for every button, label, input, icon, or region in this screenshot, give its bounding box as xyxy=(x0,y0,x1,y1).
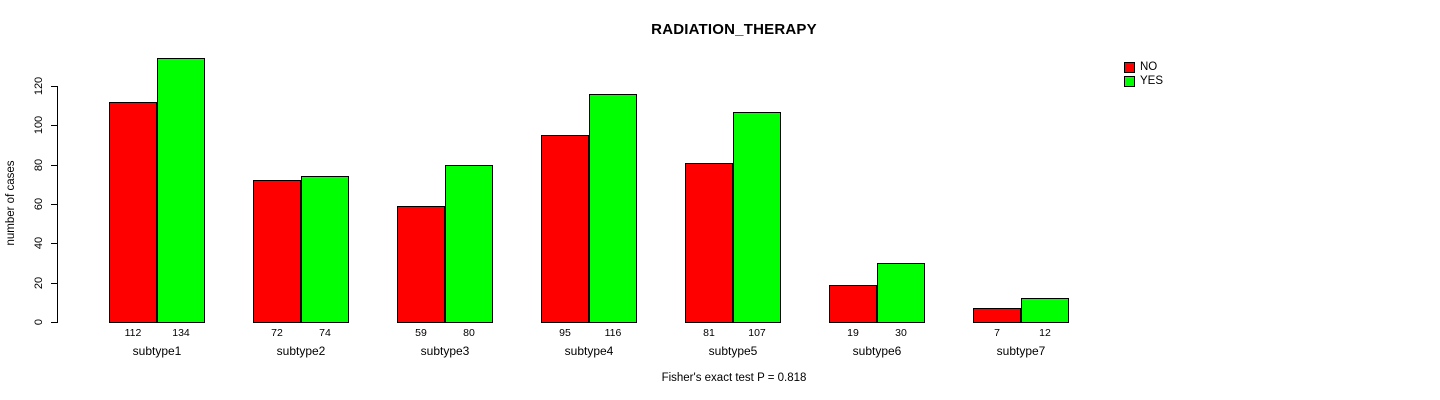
legend-item-no: NO xyxy=(1124,61,1163,73)
category-label-subtype4: subtype4 xyxy=(564,344,614,358)
category-label-subtype6: subtype6 xyxy=(852,344,902,358)
category-label-subtype5: subtype5 xyxy=(708,344,758,358)
y-tick-label: 100 xyxy=(33,116,45,135)
bar-yes-subtype7 xyxy=(1021,298,1069,323)
bar-yes-subtype1 xyxy=(157,58,205,323)
bar-no-subtype7 xyxy=(973,308,1021,323)
bar-no-subtype2 xyxy=(253,180,301,323)
y-axis-label: number of cases xyxy=(5,160,17,246)
y-tick-label: 60 xyxy=(33,197,45,211)
bar-yes-subtype3 xyxy=(445,165,493,323)
y-tick-label: 40 xyxy=(33,237,45,250)
y-axis-tick xyxy=(51,322,57,323)
y-tick-label: 0 xyxy=(33,318,45,326)
bar-no-subtype3 xyxy=(397,206,445,323)
y-tick-label: 20 xyxy=(33,276,45,289)
bar-no-subtype4 xyxy=(541,135,589,323)
legend-swatch-yes xyxy=(1124,75,1135,87)
bar-value-label: 95 xyxy=(559,327,571,339)
bar-no-subtype5 xyxy=(685,163,733,323)
bar-value-label: 59 xyxy=(415,327,427,339)
y-tick-label: 80 xyxy=(33,158,45,171)
y-axis-line xyxy=(57,86,58,323)
bar-yes-subtype5 xyxy=(733,112,781,323)
bar-value-label: 7 xyxy=(994,327,1000,339)
bar-value-label: 107 xyxy=(748,327,766,339)
y-tick-label: 120 xyxy=(33,76,45,96)
y-axis-tick xyxy=(51,204,57,205)
category-label-subtype7: subtype7 xyxy=(996,344,1046,358)
y-axis-tick xyxy=(51,164,57,166)
bar-value-label: 19 xyxy=(847,327,859,339)
bar-value-label: 134 xyxy=(172,327,190,339)
y-axis-tick xyxy=(51,243,57,245)
legend-item-yes: YES xyxy=(1124,75,1163,87)
bar-yes-subtype4 xyxy=(589,94,637,323)
bar-value-label: 112 xyxy=(124,327,142,339)
legend-label: NO xyxy=(1140,61,1158,73)
category-label-subtype2: subtype2 xyxy=(276,344,326,358)
annotation-fisher-test: Fisher's exact test P = 0.818 xyxy=(661,372,807,384)
bar-no-subtype6 xyxy=(829,285,877,323)
category-label-subtype3: subtype3 xyxy=(420,344,470,358)
bar-no-subtype1 xyxy=(109,102,157,323)
y-axis-tick xyxy=(51,86,57,87)
legend: NO YES xyxy=(1124,61,1163,89)
category-label-subtype1: subtype1 xyxy=(132,344,182,358)
bar-value-label: 74 xyxy=(319,327,331,339)
bar-value-label: 72 xyxy=(271,327,283,339)
y-axis-tick xyxy=(51,125,57,127)
bar-value-label: 81 xyxy=(703,327,715,339)
legend-label: YES xyxy=(1140,75,1164,87)
chart-title: RADIATION_THERAPY xyxy=(651,21,817,38)
bar-yes-subtype2 xyxy=(301,176,349,323)
bar-value-label: 116 xyxy=(604,327,622,339)
bar-value-label: 30 xyxy=(895,327,907,339)
bar-yes-subtype6 xyxy=(877,263,925,323)
bar-value-label: 12 xyxy=(1039,327,1051,339)
bar-value-label: 80 xyxy=(463,327,475,339)
y-axis-tick xyxy=(51,282,57,284)
legend-swatch-no xyxy=(1124,61,1135,73)
